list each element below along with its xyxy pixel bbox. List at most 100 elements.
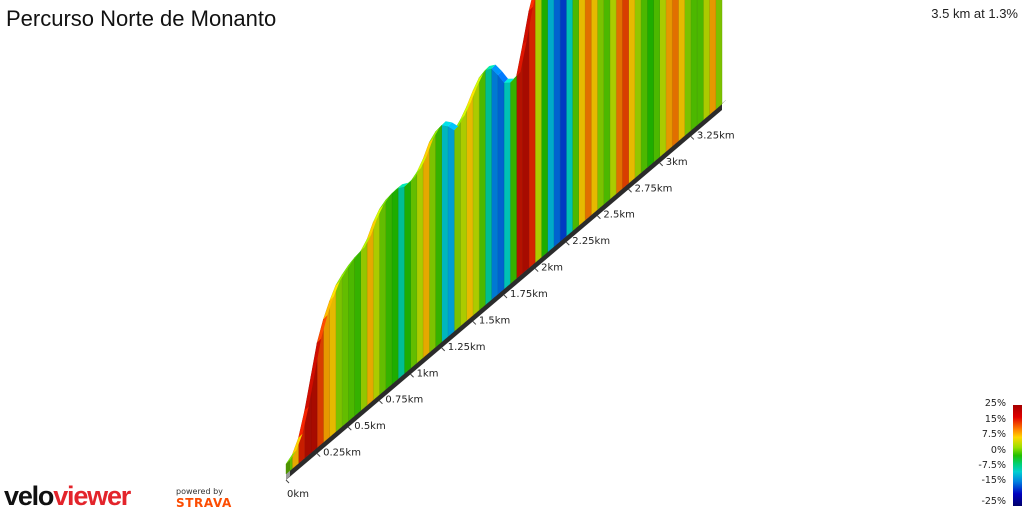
distance-tick-label: 0km <box>287 489 309 500</box>
profile-segment-face <box>354 250 361 417</box>
profile-segment-face <box>447 126 455 338</box>
legend-label-max: 25% <box>984 398 1006 409</box>
veloviewer-logo[interactable]: veloviewer <box>4 481 131 512</box>
gradient-legend: 25% 15% 7.5% 0% -7.5% -15% -25% <box>975 398 1024 510</box>
route-title: Percurso Norte de Monanto <box>6 6 277 31</box>
distance-tick-label: 2.25km <box>572 236 610 247</box>
profile-segment-face <box>329 285 336 438</box>
profile-segment-face <box>715 0 723 110</box>
profile-segment-top <box>460 102 471 120</box>
profile-segment-top <box>504 78 515 83</box>
distance-tick-label: 2.75km <box>635 183 673 194</box>
legend-label-15: 15% <box>984 414 1006 425</box>
distance-tick-mark <box>565 241 570 246</box>
profile-segment-top <box>354 247 365 258</box>
profile-segment-face <box>572 0 579 232</box>
profile-segment-face <box>609 0 617 200</box>
profile-segment-face <box>559 0 567 242</box>
legend-label-7-5: 7.5% <box>981 429 1006 440</box>
profile-segment-face <box>335 273 343 433</box>
profile-segment-face <box>348 257 355 422</box>
profile-segment-face <box>341 264 349 427</box>
profile-base-front <box>286 104 722 480</box>
profile-segment-face <box>397 186 405 380</box>
profile-segment-top <box>348 253 359 266</box>
profile-segment-top <box>385 189 396 200</box>
profile-segment-top <box>329 281 340 301</box>
legend-label-minus-7-5: -7.5% <box>978 460 1006 471</box>
profile-segment-face <box>503 82 511 290</box>
distance-tick-mark <box>690 136 695 140</box>
distance-tick-mark <box>534 268 539 272</box>
profile-segment-face <box>404 181 411 375</box>
profile-segment-face <box>566 0 573 237</box>
distance-tick-label: 2.5km <box>603 210 634 221</box>
profile-segment-face <box>366 222 374 406</box>
profile-segment-face <box>690 0 698 131</box>
profile-segment-face <box>696 0 704 126</box>
profile-segment-face <box>703 0 710 121</box>
profile-segment-top <box>286 450 297 464</box>
distance-tick-label: 1.75km <box>510 289 548 300</box>
profile-segment-top <box>479 66 490 78</box>
profile-segment-face <box>422 142 430 359</box>
profile-segment-top <box>528 0 535 11</box>
profile-segment-face <box>603 0 611 205</box>
legend-label-0: 0% <box>990 445 1006 456</box>
profile-segment-face <box>628 0 635 184</box>
profile-segment-top <box>317 315 328 343</box>
strava-logo[interactable]: STRAVA <box>176 496 232 510</box>
distance-tick-mark <box>628 188 632 193</box>
legend-label-min: -25% <box>981 496 1006 507</box>
profile-segment-top <box>466 86 477 107</box>
distance-tick-label: 3km <box>666 157 688 168</box>
distance-tick-label: 0.25km <box>323 448 361 459</box>
legend-label-minus-15: -15% <box>981 475 1006 486</box>
profile-segment-face <box>553 0 561 248</box>
profile-segment-face <box>385 192 393 390</box>
profile-segment-face <box>584 0 592 221</box>
profile-segment-face <box>622 0 629 190</box>
profile-segment-face <box>410 171 417 369</box>
profile-segment-top <box>298 406 309 438</box>
profile-segment-face <box>528 0 536 269</box>
distance-tick-label: 1.5km <box>479 315 510 326</box>
profile-segment-face <box>591 0 598 216</box>
profile-base-end <box>286 470 290 480</box>
profile-segment-top <box>441 121 452 127</box>
profile-segment-face <box>684 0 692 137</box>
profile-segment-top <box>373 205 384 223</box>
profile-segment-face <box>659 0 667 158</box>
profile-segment-face <box>640 0 648 174</box>
logo-velo-text: velo <box>4 481 54 511</box>
profile-start-cap <box>286 460 290 474</box>
profile-segment-face <box>460 106 467 327</box>
profile-segment-face <box>454 118 461 332</box>
distance-tick-mark <box>659 162 664 167</box>
distance-tick-mark <box>410 373 414 378</box>
profile-segment-top <box>429 127 440 143</box>
profile-segment-top <box>522 6 533 45</box>
profile-segment-top <box>404 177 415 187</box>
profile-segment-face <box>678 0 685 142</box>
profile-segment-top <box>304 372 315 411</box>
profile-segment-face <box>497 74 505 295</box>
profile-segment-top <box>410 168 421 182</box>
profile-segment-top <box>485 64 496 70</box>
profile-segment-top <box>516 40 527 76</box>
profile-segment-face <box>578 0 586 227</box>
profile-segment-top <box>398 182 409 189</box>
profile-segment-face <box>672 0 679 147</box>
distance-tick-mark <box>503 294 508 299</box>
profile-segment-top <box>367 218 378 240</box>
profile-segment-top <box>360 235 371 252</box>
profile-segment-face <box>391 187 399 385</box>
route-summary: 3.5 km at 1.3% <box>931 6 1018 21</box>
profile-segment-face <box>653 0 660 163</box>
distance-tick-mark <box>597 215 601 220</box>
profile-segment-face <box>416 159 424 364</box>
profile-segment-top <box>472 73 484 91</box>
distance-tick-label: 2km <box>541 263 563 274</box>
profile-segment-top <box>435 121 446 132</box>
